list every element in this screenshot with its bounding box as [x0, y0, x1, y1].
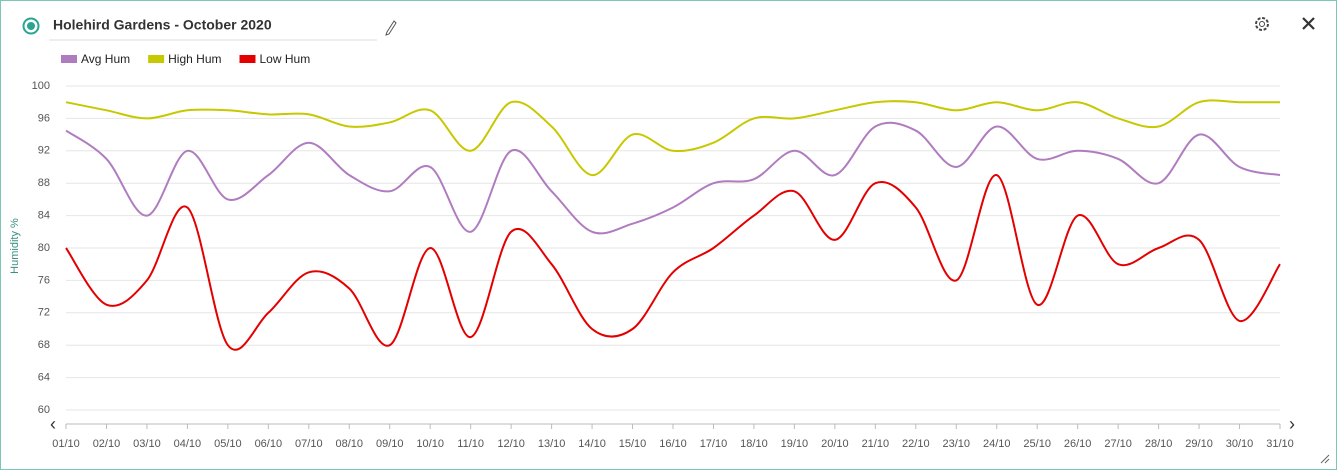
scroll-left[interactable]: ‹: [50, 414, 56, 434]
y-tick-label: 88: [38, 177, 50, 189]
x-tick-label: 27/10: [1104, 438, 1132, 450]
x-tick-label: 26/10: [1064, 438, 1092, 450]
series-line: [65, 99, 1280, 177]
x-tick-label: 19/10: [781, 438, 809, 450]
x-tick-label: 13/10: [538, 438, 566, 450]
edit-icon[interactable]: [385, 20, 397, 36]
x-tick-label: 31/10: [1266, 438, 1294, 450]
y-tick-label: 92: [38, 145, 50, 157]
legend-label: Low Hum: [260, 52, 311, 66]
x-tick-label: 03/10: [133, 438, 161, 450]
x-tick-label: 28/10: [1145, 438, 1173, 450]
x-tick-label: 02/10: [93, 438, 121, 450]
legend-label: High Hum: [168, 52, 221, 66]
legend-swatch: [61, 55, 77, 63]
radio[interactable]: [22, 17, 40, 35]
x-tick-label: 12/10: [497, 438, 525, 450]
x-tick-label: 25/10: [1023, 438, 1051, 450]
y-tick-label: 84: [38, 210, 50, 222]
title: Holehird Gardens - October 2020: [53, 17, 272, 33]
x-tick-label: 14/10: [578, 438, 606, 450]
y-axis-label: Humidity %: [9, 218, 21, 274]
x-tick-label: 24/10: [983, 438, 1011, 450]
y-tick-label: 72: [38, 307, 50, 319]
settings-icon[interactable]: [1255, 17, 1269, 31]
x-tick-label: 18/10: [740, 438, 768, 450]
legend-swatch: [239, 55, 256, 63]
y-tick-label: 68: [38, 339, 50, 351]
x-tick-label: 29/10: [1185, 438, 1213, 450]
series-line: [65, 121, 1281, 235]
x-tick-label: 17/10: [700, 438, 728, 450]
x-tick-label: 10/10: [416, 438, 444, 450]
x-tick-label: 20/10: [821, 438, 849, 450]
legend-label: Avg Hum: [81, 52, 130, 66]
x-tick-label: 05/10: [214, 438, 242, 450]
x-tick-label: 09/10: [376, 438, 404, 450]
x-tick-label: 22/10: [902, 438, 930, 450]
x-tick-label: 06/10: [255, 438, 283, 450]
x-tick-label: 11/10: [457, 438, 484, 450]
x-tick-label: 01/10: [52, 438, 80, 450]
x-tick-label: 07/10: [295, 438, 323, 450]
resize-handle[interactable]: [1320, 454, 1330, 464]
y-tick-label: 60: [38, 404, 50, 416]
y-tick-label: 64: [38, 372, 50, 384]
close-icon[interactable]: [1302, 17, 1315, 30]
legend-swatch: [148, 55, 165, 63]
y-tick-label: 76: [38, 274, 50, 286]
x-tick-label: 15/10: [619, 438, 647, 450]
x-tick-label: 08/10: [336, 438, 364, 450]
x-tick-label: 21/10: [862, 438, 890, 450]
y-tick-label: 80: [38, 242, 50, 254]
x-tick-label: 30/10: [1226, 438, 1254, 450]
radio-dot: [27, 22, 35, 30]
x-tick-label: 16/10: [659, 438, 687, 450]
y-tick-label: 100: [32, 80, 50, 92]
scroll-right[interactable]: ›: [1289, 414, 1295, 434]
series-line: [65, 174, 1281, 351]
x-tick-label: 04/10: [174, 438, 202, 450]
x-tick-label: 23/10: [943, 438, 971, 450]
y-tick-label: 96: [38, 112, 50, 124]
